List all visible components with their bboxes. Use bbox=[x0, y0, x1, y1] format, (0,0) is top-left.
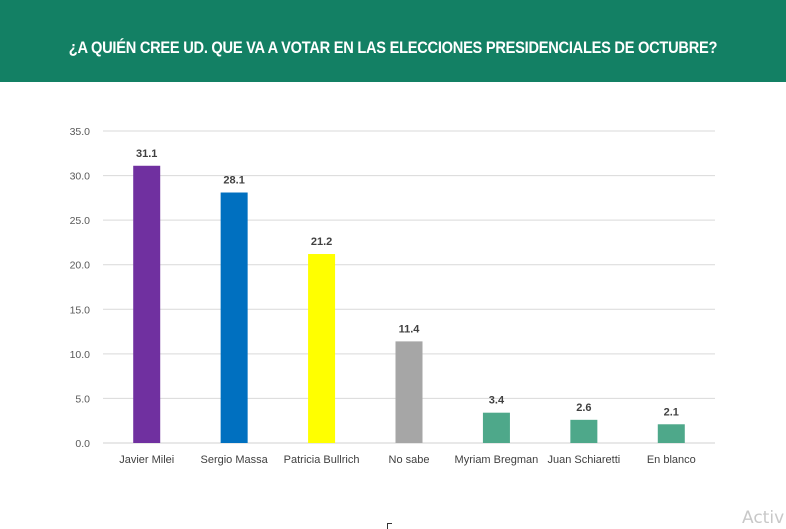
chart-title: ¿A QUIÉN CREE UD. QUE VA A VOTAR EN LAS … bbox=[68, 37, 718, 57]
y-tick-label: 0.0 bbox=[75, 438, 90, 450]
data-labels: 31.1 28.1 21.2 11.4 3.4 2.6 2.1 bbox=[136, 148, 679, 419]
chart-header: ¿A QUIÉN CREE UD. QUE VA A VOTAR EN LAS … bbox=[0, 0, 786, 82]
y-tick-label: 35.0 bbox=[70, 126, 91, 138]
x-tick-label: Javier Milei bbox=[119, 454, 174, 466]
y-axis-ticks: 0.0 5.0 10.0 15.0 20.0 25.0 30.0 35.0 bbox=[70, 126, 91, 450]
x-axis-ticks: Javier Milei Sergio Massa Patricia Bullric… bbox=[119, 454, 696, 466]
y-tick-label: 25.0 bbox=[70, 215, 91, 227]
data-label: 11.4 bbox=[399, 323, 421, 335]
y-tick-label: 20.0 bbox=[70, 260, 91, 272]
bars bbox=[133, 165, 685, 443]
data-label: 2.1 bbox=[664, 406, 679, 418]
y-tick-label: 30.0 bbox=[70, 171, 91, 183]
x-tick-label: Sergio Massa bbox=[201, 454, 269, 466]
data-label: 31.1 bbox=[136, 148, 157, 160]
bar-myriam-bregman bbox=[482, 412, 510, 443]
activation-watermark: Activ bbox=[742, 508, 785, 528]
bar-chart: 0.0 5.0 10.0 15.0 20.0 25.0 30.0 35.0 31.1 28.1 2… bbox=[70, 126, 715, 466]
y-tick-label: 5.0 bbox=[75, 393, 90, 405]
data-label: 28.1 bbox=[223, 175, 244, 187]
bar-javier-milei bbox=[133, 165, 161, 443]
x-tick-label: Myriam Bregman bbox=[455, 454, 539, 466]
y-tick-label: 15.0 bbox=[70, 304, 91, 316]
bar-juan-schiaretti bbox=[570, 419, 598, 443]
bar-en-blanco bbox=[657, 424, 685, 443]
y-tick-label: 10.0 bbox=[70, 349, 91, 361]
x-tick-label: Juan Schiaretti bbox=[547, 454, 620, 466]
cursor-mark bbox=[387, 523, 392, 529]
x-tick-label: Patricia Bullrich bbox=[284, 454, 360, 466]
data-label: 21.2 bbox=[311, 236, 332, 248]
data-label: 3.4 bbox=[489, 395, 505, 407]
x-tick-label: No sabe bbox=[389, 454, 430, 466]
bar-patricia-bullrich bbox=[308, 254, 336, 443]
bar-no-sabe bbox=[395, 341, 423, 443]
data-label: 2.6 bbox=[576, 402, 591, 414]
x-tick-label: En blanco bbox=[647, 454, 696, 466]
bar-sergio-massa bbox=[220, 192, 248, 443]
